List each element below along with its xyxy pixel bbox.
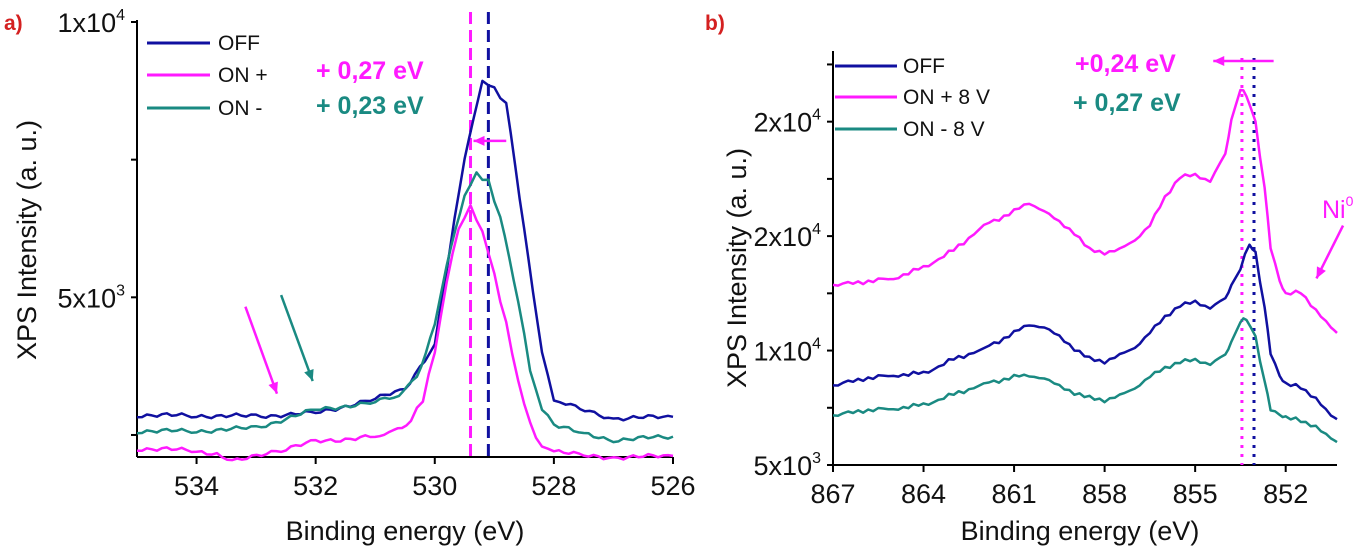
y-axis-label-b: XPS Intensity (a. u.) (722, 148, 752, 388)
y-tick-exponent: 4 (116, 7, 125, 24)
x-tick-label: 864 (901, 479, 946, 509)
y-tick-mantissa: 2x10 (754, 222, 813, 252)
x-tick-label: 861 (992, 479, 1037, 509)
y-tick-mantissa: 1x10 (754, 337, 813, 367)
y-tick-exponent: 4 (812, 107, 821, 124)
y-tick-label: 2x104 (754, 221, 822, 252)
x-tick-label: 852 (1263, 479, 1308, 509)
legend-a: OFF ON + ON - (147, 32, 268, 120)
y-axis-label-a: XPS Intensity (a. u.) (12, 120, 42, 360)
ni0-annotation: Ni0 (1322, 193, 1354, 224)
x-tick-label: 528 (531, 471, 576, 501)
x-tick-label: 526 (650, 471, 695, 501)
legend-label-on-plus-b: ON + 8 V (903, 86, 990, 109)
arrow-shaft (244, 306, 279, 395)
x-tick-label: 867 (810, 479, 855, 509)
ni0-superscript: 0 (1346, 193, 1354, 209)
arrow-head-icon (473, 135, 485, 146)
panel-label-a: a) (4, 12, 23, 35)
y-tick-label: 1x104 (58, 7, 126, 38)
series-line-off (832, 243, 1338, 421)
shift-annotation-on-plus-a: + 0,27 eV (316, 57, 424, 85)
x-tick-label: 858 (1082, 479, 1127, 509)
series-line-on-8-v (832, 88, 1338, 334)
y-tick-exponent: 3 (116, 282, 125, 299)
ni0-text: Ni (1322, 196, 1346, 224)
x-tick-label: 530 (412, 471, 457, 501)
panel-b: b) XPS Intensity (a. u.) Binding energy … (705, 12, 1354, 546)
y-tick-label: 5x103 (754, 450, 822, 481)
y-tick-label: 1x104 (754, 336, 822, 367)
legend-label-on-minus-b: ON - 8 V (903, 118, 985, 141)
arrow-shaft (279, 294, 314, 382)
y-tick-label: 5x103 (58, 282, 126, 313)
y-tick-mantissa: 1x10 (58, 8, 117, 38)
arrow-head-icon (1213, 56, 1225, 67)
shift-annotation-on-minus-a: + 0,23 eV (316, 92, 424, 120)
y-tick-mantissa: 5x10 (58, 283, 117, 313)
y-tick-exponent: 4 (812, 336, 821, 353)
series-line-on- (136, 171, 674, 444)
panel-label-b: b) (705, 12, 725, 35)
series-line-on-8-v (832, 317, 1338, 444)
x-tick-label: 534 (174, 471, 219, 501)
y-tick-exponent: 4 (812, 221, 821, 238)
shift-annotation-on-minus-b: + 0,27 eV (1073, 89, 1181, 117)
legend-label-off-b: OFF (903, 55, 945, 78)
series-line-off (136, 79, 674, 422)
arrow-head-icon (268, 381, 278, 394)
legend-label-off: OFF (218, 32, 260, 55)
y-tick-exponent: 3 (812, 450, 821, 467)
arrow-head-icon (1316, 266, 1326, 279)
y-tick-label: 2x104 (754, 107, 822, 138)
legend-label-on-plus: ON + (218, 64, 268, 87)
panel-a: a) XPS Intensity (a. u.) Binding energy … (4, 7, 696, 546)
arrow-head-icon (304, 368, 314, 382)
x-axis-label-a: Binding energy (eV) (286, 516, 525, 546)
x-tick-label: 532 (293, 471, 338, 501)
y-tick-mantissa: 2x10 (754, 108, 813, 138)
legend-label-on-minus: ON - (218, 97, 262, 120)
legend-b: OFF ON + 8 V ON - 8 V (835, 55, 990, 141)
x-tick-label: 855 (1173, 479, 1218, 509)
y-tick-mantissa: 5x10 (754, 451, 813, 481)
x-axis-label-b: Binding energy (eV) (961, 516, 1200, 546)
series-line-on- (137, 203, 674, 462)
shift-annotation-on-plus-b: +0,24 eV (1075, 50, 1176, 78)
